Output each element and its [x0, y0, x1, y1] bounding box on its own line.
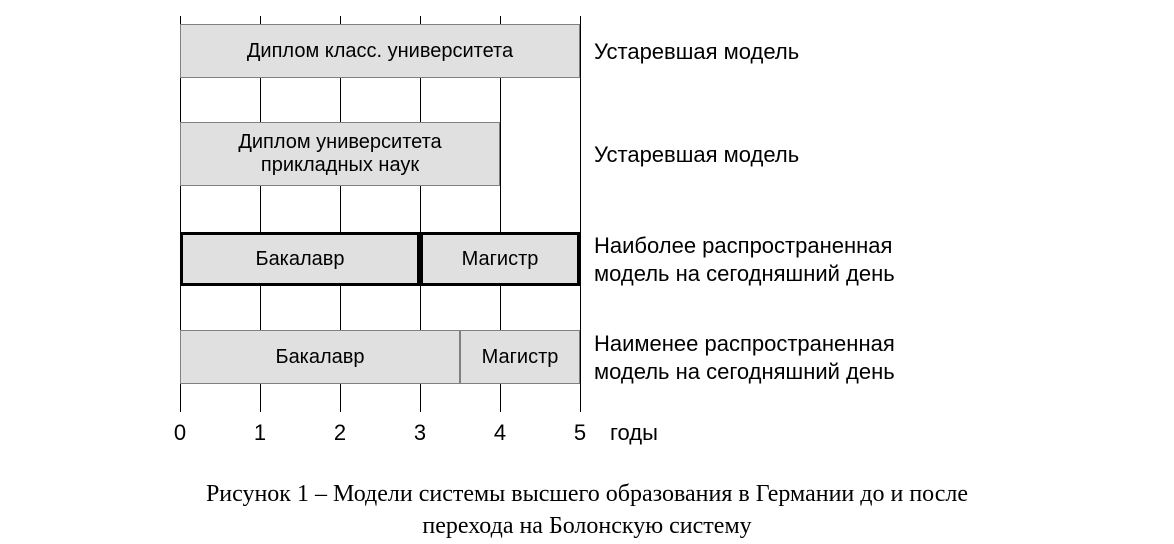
seg-classic: Диплом класс. университета [180, 24, 580, 78]
row-common-model: Бакалавр Магистр Наиболее распространенная… [180, 232, 994, 286]
seg-common-bach: Бакалавр [180, 232, 420, 286]
x-tick-label: 4 [494, 420, 506, 446]
bar-label: Диплом университета прикладных наук [238, 131, 441, 177]
bar-label: Бакалавр [255, 248, 344, 271]
seg-common-mast: Магистр [420, 232, 580, 286]
bar-label: Магистр [482, 346, 559, 369]
row-annotation: Наименее распространенная модель на сего… [594, 330, 994, 385]
row-rare-model: Бакалавр Магистр Наименее распространенная… [180, 330, 994, 384]
seg-applied: Диплом университета прикладных наук [180, 122, 500, 186]
row-classic-diploma: Диплом класс. университета Устаревшая мод… [180, 24, 994, 78]
x-tick-label: 0 [174, 420, 186, 446]
row-annotation: Устаревшая модель [594, 141, 994, 169]
bar-label: Бакалавр [275, 346, 364, 369]
seg-rare-bach: Бакалавр [180, 330, 460, 384]
seg-rare-mast: Магистр [460, 330, 580, 384]
x-tick-label: 2 [334, 420, 346, 446]
page: 0 1 2 3 4 5 годы Диплом класс. университета Уста… [0, 0, 1174, 544]
x-tick-label: 1 [254, 420, 266, 446]
bar-label: Диплом класс. университета [247, 40, 513, 63]
chart-area: 012345годыДиплом класс. университетаУста… [180, 0, 994, 456]
bar-label: Магистр [462, 248, 539, 271]
row-annotation: Устаревшая модель [594, 38, 994, 66]
figure-caption: Рисунок 1 – Модели системы высшего образ… [0, 478, 1174, 543]
x-tick-label: 3 [414, 420, 426, 446]
row-annotation: Наиболее распространенная модель на сего… [594, 232, 994, 287]
x-axis-title: годы [610, 420, 658, 446]
x-tick-label: 5 [574, 420, 586, 446]
row-applied-diploma: Диплом университета прикладных наук Устар… [180, 122, 994, 186]
